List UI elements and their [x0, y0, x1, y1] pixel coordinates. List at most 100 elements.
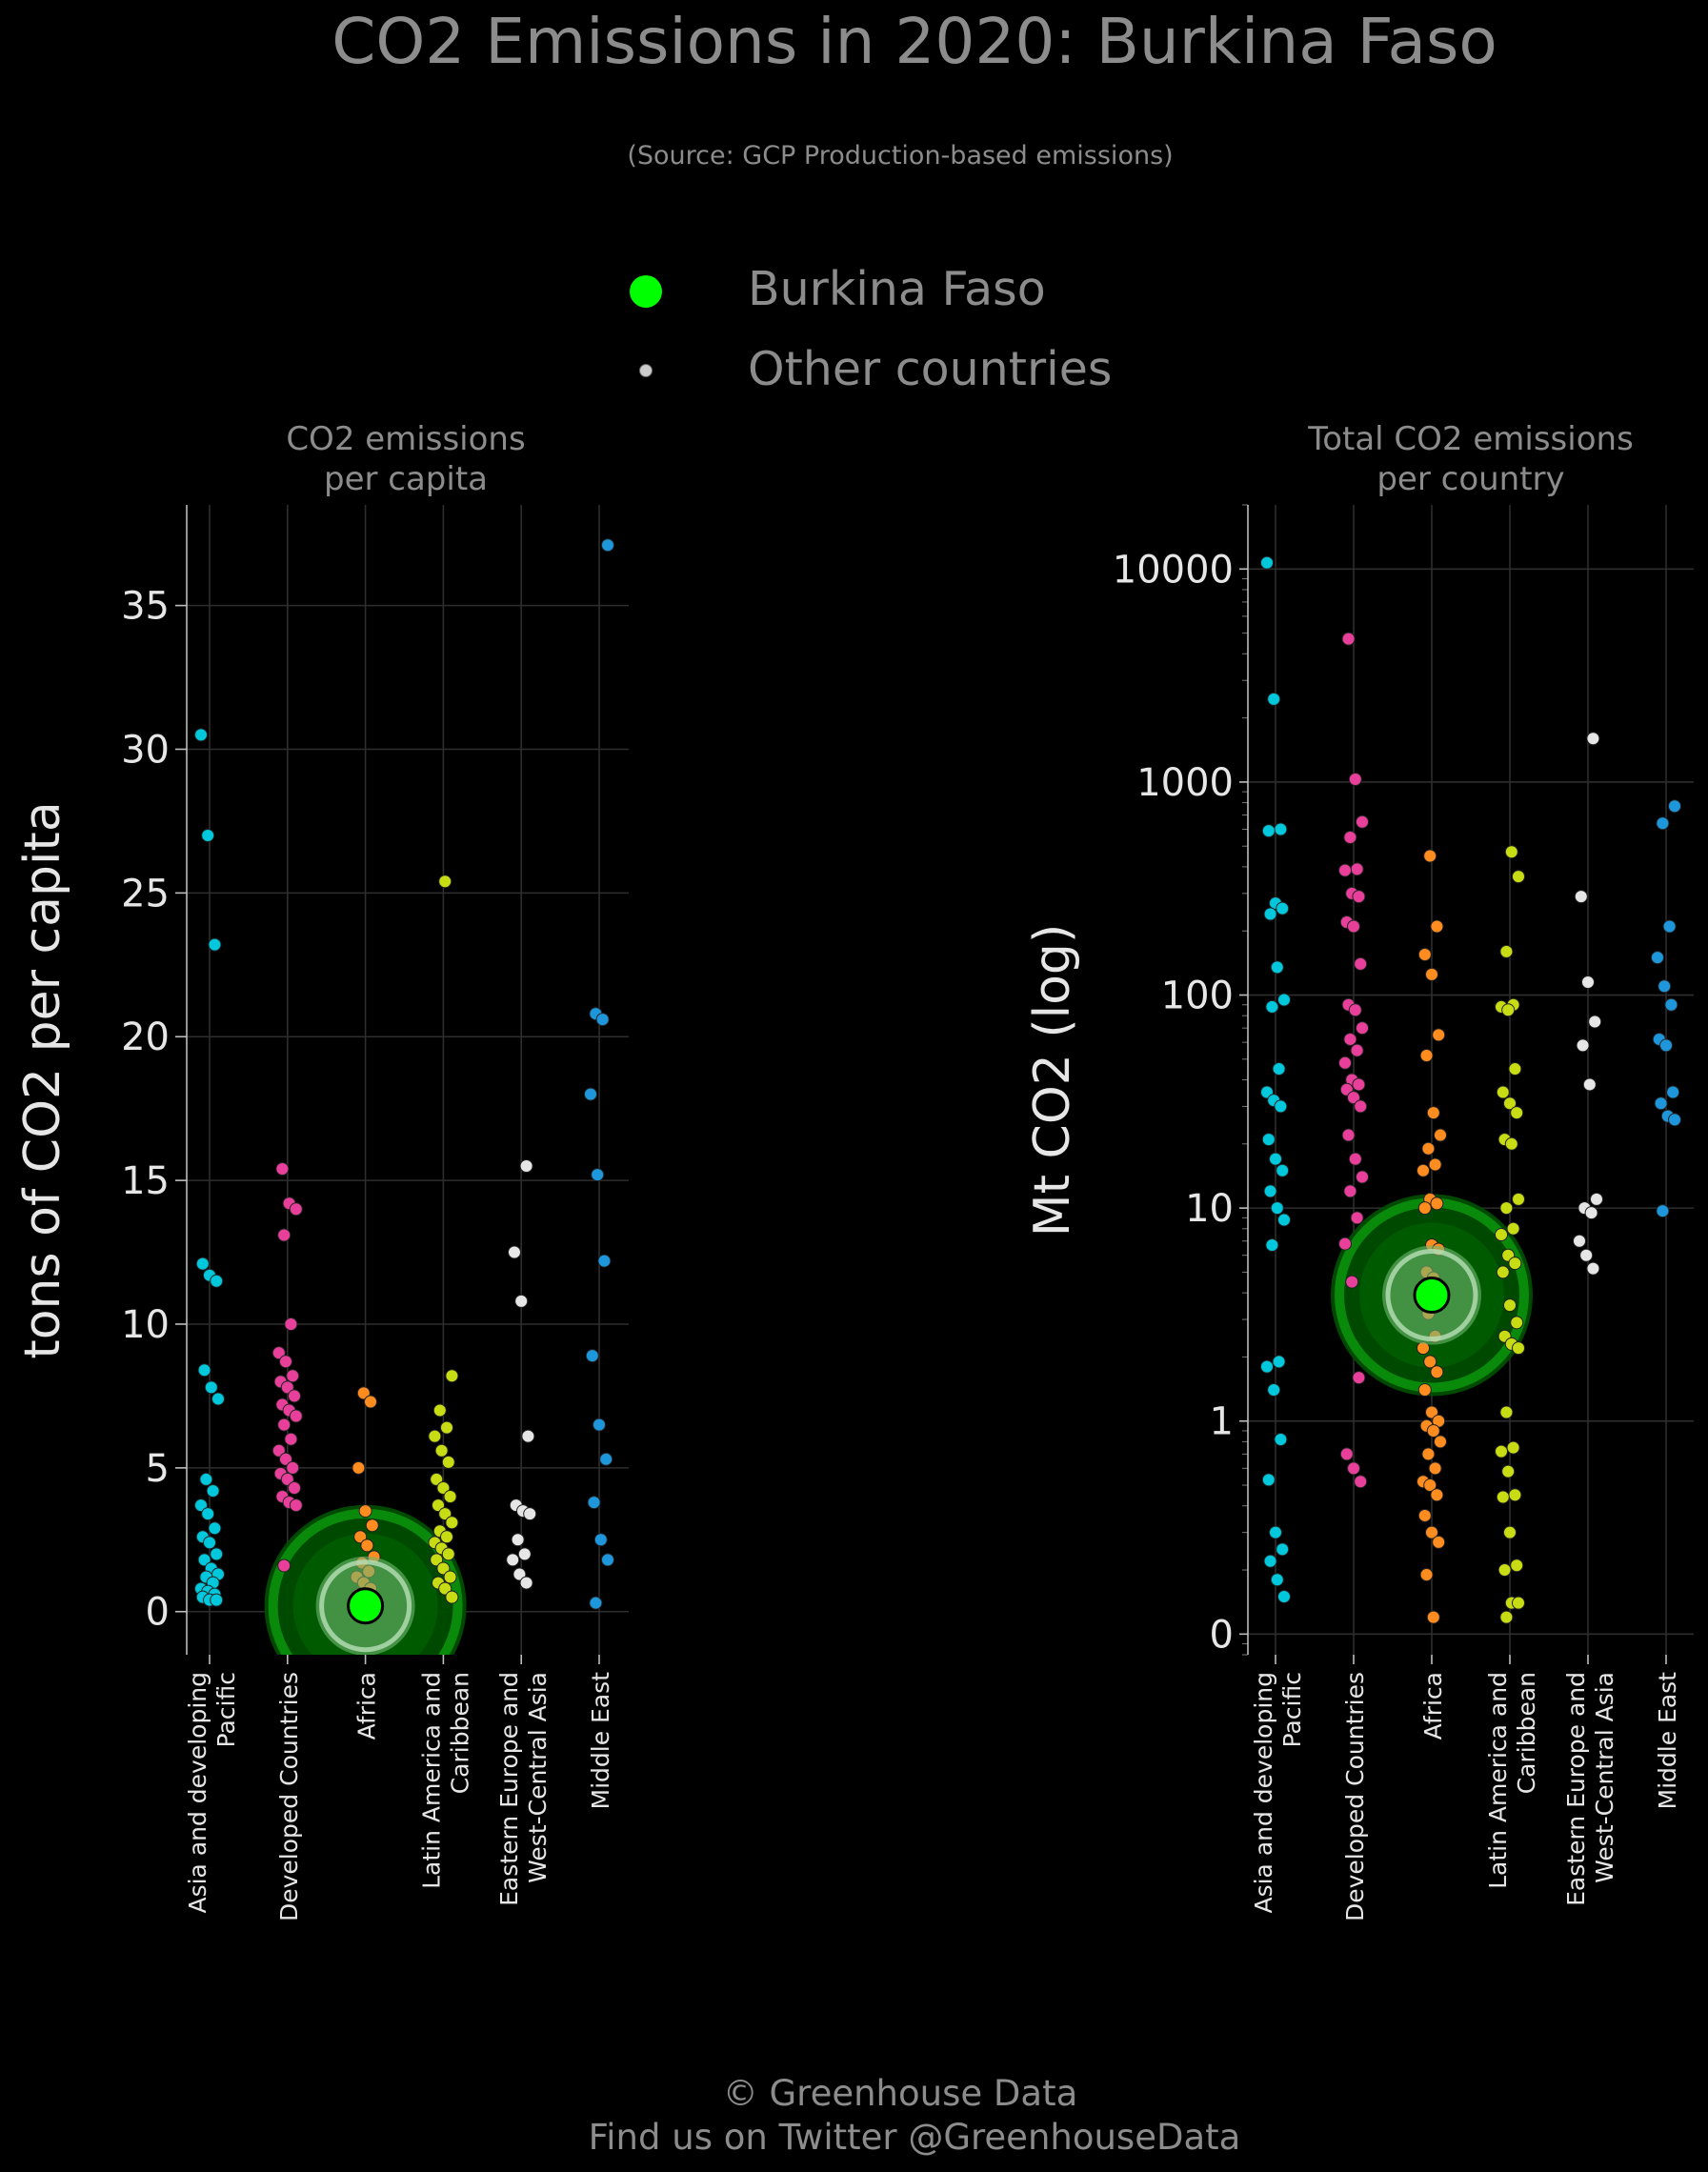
point-developed-countries [1339, 1447, 1354, 1461]
point-asia-and-developing-pacific [1277, 1589, 1291, 1603]
point-asia-and-developing-pacific [197, 1553, 211, 1567]
point-asia-and-developing-pacific [1274, 1432, 1288, 1446]
point-middle-east [595, 1013, 610, 1027]
point-eastern-europe-and-west-central-asia [506, 1553, 520, 1567]
point-latin-america-and-caribbean [1501, 1003, 1516, 1017]
x-category-label-line: Latin America and [1484, 1672, 1512, 1889]
panel-title-line: per country [1376, 460, 1564, 498]
point-asia-and-developing-pacific [1272, 1355, 1286, 1369]
point-developed-countries [271, 1443, 286, 1458]
point-latin-america-and-caribbean [1496, 1265, 1510, 1279]
point-developed-countries [1338, 1056, 1352, 1070]
point-asia-and-developing-pacific [1265, 999, 1279, 1014]
point-latin-america-and-caribbean [1506, 1440, 1520, 1455]
legend-label-other: Other countries [748, 342, 1112, 396]
point-developed-countries [1350, 862, 1364, 876]
point-latin-america-and-caribbean [430, 1553, 444, 1567]
point-africa [1423, 1355, 1437, 1369]
point-asia-and-developing-pacific [1260, 1359, 1274, 1374]
x-category-label-line: Africa [353, 1672, 381, 1740]
point-middle-east [593, 1533, 608, 1547]
point-developed-countries [1356, 1170, 1369, 1184]
panel-title-line: CO2 emissions [286, 420, 525, 458]
point-africa [1421, 1141, 1436, 1156]
x-category-label-line: West-Central Asia [1591, 1672, 1618, 1883]
y-tick-label: 25 [121, 872, 170, 915]
point-eastern-europe-and-west-central-asia [521, 1429, 535, 1443]
point-africa [1426, 1610, 1440, 1624]
point-asia-and-developing-pacific [1261, 1133, 1276, 1147]
point-asia-and-developing-pacific [1265, 1238, 1279, 1253]
point-developed-countries [1347, 1091, 1360, 1105]
y-tick-label: 10 [121, 1303, 170, 1347]
point-asia-and-developing-pacific [1276, 1542, 1290, 1557]
point-developed-countries [279, 1355, 292, 1369]
point-eastern-europe-and-west-central-asia [1579, 1248, 1594, 1262]
footer-copyright: © Greenhouse Data [723, 2073, 1078, 2114]
y-tick-label: 100 [1161, 975, 1234, 1018]
point-africa [1430, 1197, 1444, 1211]
point-developed-countries [1341, 1128, 1356, 1142]
point-latin-america-and-caribbean [436, 1561, 451, 1576]
point-latin-america-and-caribbean [1510, 1316, 1524, 1330]
y-tick-label: 20 [121, 1016, 170, 1059]
point-developed-countries [1354, 1099, 1368, 1114]
y-tick-label: 15 [121, 1159, 170, 1203]
point-africa [353, 1530, 368, 1544]
highlight-point-burkina-faso [1413, 1277, 1451, 1315]
point-africa [1423, 849, 1437, 863]
point-latin-america-and-caribbean [1499, 1610, 1514, 1624]
point-middle-east [1651, 951, 1664, 965]
per-capita-panel: CO2 emissions per capita tons of CO2 per c… [14, 420, 629, 1921]
point-middle-east [1668, 1113, 1681, 1127]
point-africa [358, 1504, 372, 1518]
point-developed-countries [1343, 830, 1357, 844]
point-developed-countries [1356, 814, 1369, 829]
point-developed-countries [288, 1480, 301, 1495]
chart-subtitle: (Source: GCP Production-based emissions) [627, 141, 1173, 171]
point-developed-countries [1352, 1077, 1366, 1092]
point-eastern-europe-and-west-central-asia [1586, 732, 1600, 746]
point-eastern-europe-and-west-central-asia [1581, 975, 1595, 989]
point-developed-countries [1348, 1003, 1362, 1017]
point-developed-countries [286, 1369, 300, 1383]
point-asia-and-developing-pacific [1270, 1573, 1284, 1587]
point-developed-countries [1352, 1371, 1366, 1385]
point-latin-america-and-caribbean [436, 1480, 451, 1495]
point-latin-america-and-caribbean [432, 1498, 445, 1513]
point-africa [1421, 1447, 1436, 1461]
point-developed-countries [1356, 1021, 1369, 1036]
point-developed-countries [275, 1162, 290, 1176]
data-points [1260, 555, 1681, 1624]
point-latin-america-and-caribbean [430, 1472, 444, 1486]
point-latin-america-and-caribbean [1499, 1405, 1514, 1419]
x-category-label-line: Caribbean [1513, 1672, 1540, 1794]
x-category-label-line: Pacific [212, 1672, 240, 1747]
point-asia-and-developing-pacific [210, 1547, 224, 1561]
point-latin-america-and-caribbean [434, 1443, 449, 1458]
point-asia-and-developing-pacific [210, 1274, 224, 1288]
point-asia-and-developing-pacific [1276, 1163, 1290, 1177]
point-africa [1425, 1405, 1438, 1419]
x-category-label-line: West-Central Asia [524, 1672, 552, 1883]
point-asia-and-developing-pacific [194, 1498, 208, 1513]
point-middle-east [589, 1596, 603, 1610]
point-latin-america-and-caribbean [428, 1429, 442, 1443]
point-eastern-europe-and-west-central-asia [1584, 1206, 1598, 1220]
point-latin-america-and-caribbean [441, 1455, 455, 1469]
point-middle-east [1664, 997, 1678, 1012]
point-developed-countries [277, 1418, 291, 1432]
point-developed-countries [286, 1460, 300, 1475]
point-asia-and-developing-pacific [204, 1380, 218, 1395]
point-latin-america-and-caribbean [1499, 944, 1514, 958]
point-latin-america-and-caribbean [445, 1590, 459, 1604]
point-developed-countries [1347, 919, 1360, 934]
point-latin-america-and-caribbean [1508, 1062, 1522, 1076]
point-developed-countries [277, 1559, 291, 1573]
point-latin-america-and-caribbean [1496, 1490, 1510, 1504]
point-developed-countries [288, 1389, 301, 1403]
chart-title: CO2 Emissions in 2020: Burkina Faso [332, 5, 1497, 78]
point-latin-america-and-caribbean [1499, 1201, 1514, 1216]
legend-marker-highlight [630, 275, 662, 308]
point-eastern-europe-and-west-central-asia [1576, 1038, 1590, 1053]
